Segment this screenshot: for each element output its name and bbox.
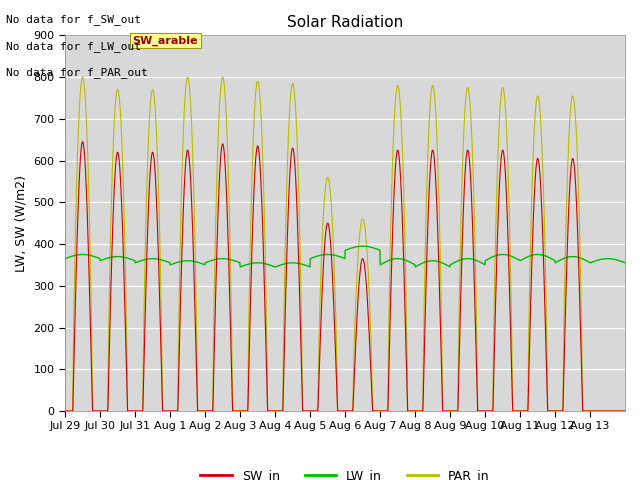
SW_in: [238, 408, 246, 414]
Line: PAR_in: PAR_in: [65, 77, 625, 411]
SW_in: [514, 408, 522, 414]
LW_in: [380, 260, 387, 266]
PAR_in: [117, 125, 125, 131]
PAR_in: [621, 408, 629, 414]
Line: LW_in: LW_in: [65, 246, 625, 267]
LW_in: [514, 257, 522, 263]
PAR_in: [79, 74, 86, 80]
LW_in: [61, 256, 69, 262]
LW_in: [621, 260, 629, 265]
LW_in: [236, 264, 244, 270]
Line: SW_in: SW_in: [65, 142, 625, 411]
SW_in: [79, 139, 86, 144]
LW_in: [117, 254, 125, 260]
SW_in: [379, 408, 387, 414]
PAR_in: [545, 408, 553, 414]
Title: Solar Radiation: Solar Radiation: [287, 15, 403, 30]
Text: No data for f_SW_out: No data for f_SW_out: [6, 14, 141, 25]
LW_in: [359, 243, 367, 249]
Text: No data for f_PAR_out: No data for f_PAR_out: [6, 67, 148, 78]
SW_in: [61, 408, 69, 414]
Y-axis label: LW, SW (W/m2): LW, SW (W/m2): [15, 175, 28, 272]
PAR_in: [613, 408, 621, 414]
Text: No data for f_LW_out: No data for f_LW_out: [6, 41, 141, 52]
PAR_in: [61, 408, 69, 414]
PAR_in: [379, 408, 387, 414]
SW_in: [117, 192, 125, 198]
SW_in: [545, 408, 553, 414]
SW_in: [613, 408, 621, 414]
SW_in: [621, 408, 629, 414]
LW_in: [238, 264, 246, 269]
PAR_in: [238, 408, 246, 414]
PAR_in: [514, 408, 522, 414]
Text: SW_arable: SW_arable: [132, 36, 198, 46]
Legend: SW_in, LW_in, PAR_in: SW_in, LW_in, PAR_in: [195, 464, 495, 480]
LW_in: [614, 257, 621, 263]
LW_in: [546, 255, 554, 261]
